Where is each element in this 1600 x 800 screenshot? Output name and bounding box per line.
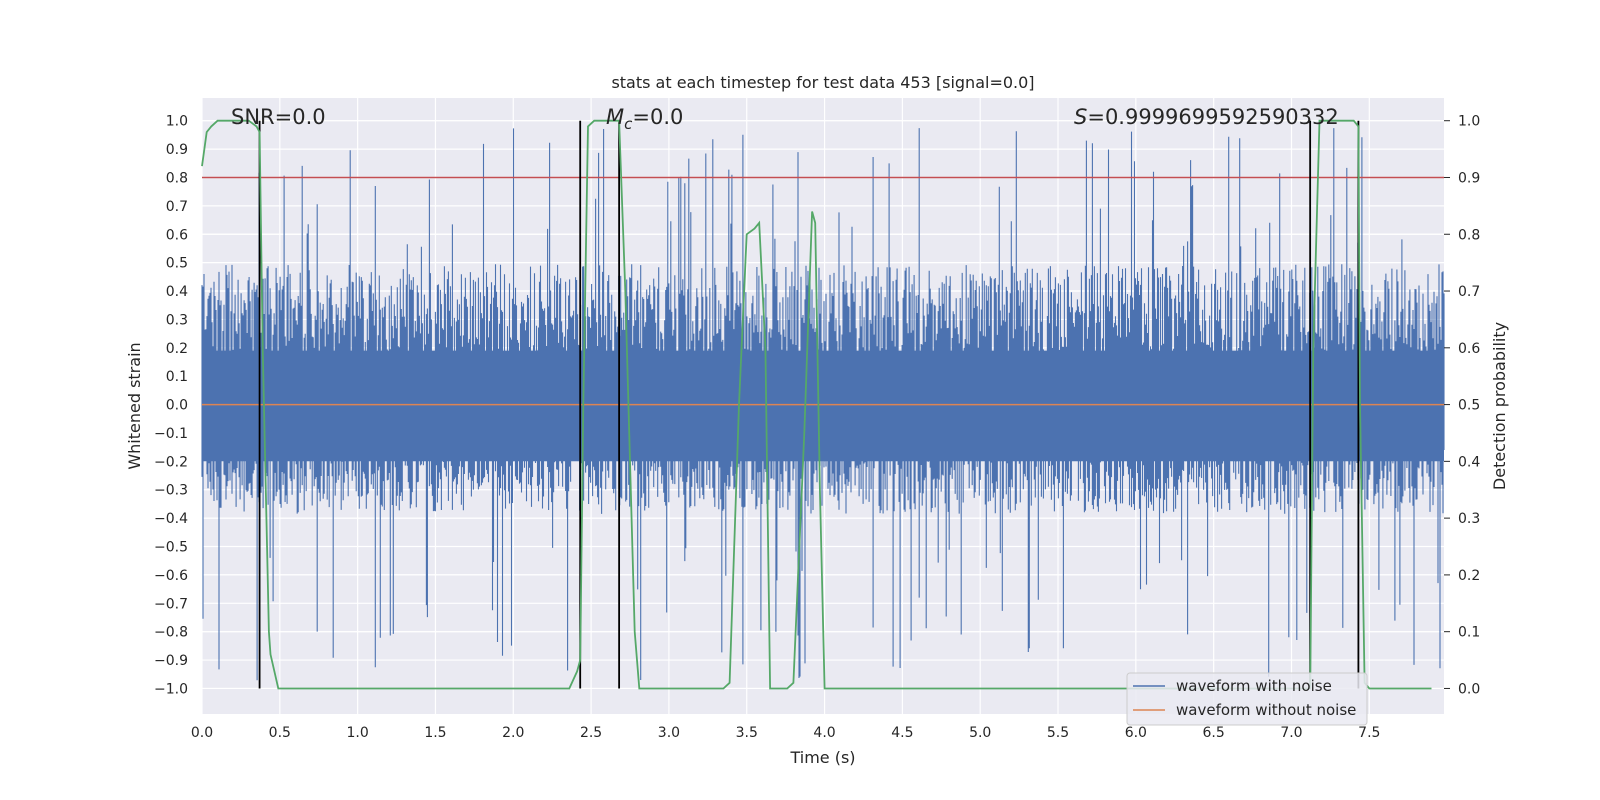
y-tick-label: 0.7 xyxy=(166,199,188,215)
y2-tick-label: 0.6 xyxy=(1458,341,1480,357)
y2-tick-label: 0.5 xyxy=(1458,398,1480,414)
x-tick-label: 7.5 xyxy=(1358,725,1380,741)
x-tick-label: 2.0 xyxy=(502,725,524,741)
y2-tick-label: 0.9 xyxy=(1458,170,1480,186)
series-waveform-with-noise xyxy=(201,128,1445,681)
annotation-mc-subscript: c xyxy=(624,115,633,133)
x-tick-label: 6.5 xyxy=(1203,725,1225,741)
y2-tick-label: 0.4 xyxy=(1458,454,1480,470)
y2-axis-label: Detection probability xyxy=(1490,322,1509,490)
y-tick-label: −0.7 xyxy=(154,596,188,612)
y-tick-label: 0.4 xyxy=(166,284,188,300)
x-tick-label: 2.5 xyxy=(580,725,602,741)
noise-core-band xyxy=(202,350,1444,462)
y-tick-label: 0.0 xyxy=(166,398,188,414)
annotation-mc-symbol: M xyxy=(606,105,624,129)
y-tick-label: −0.6 xyxy=(154,568,188,584)
y-tick-label: −0.2 xyxy=(154,454,188,470)
y-tick-label: −1.0 xyxy=(154,681,188,697)
y2-tick-label: 0.7 xyxy=(1458,284,1480,300)
x-tick-label: 3.0 xyxy=(658,725,680,741)
chart-title: stats at each timestep for test data 453… xyxy=(611,73,1034,92)
legend: waveform with noise waveform without noi… xyxy=(1126,672,1368,726)
annotation-chirp-mass: Mc=0.0 xyxy=(606,105,683,133)
y-tick-label: −0.5 xyxy=(154,540,188,556)
y-axis-ticks: −1.0 −0.9 −0.8 −0.7 −0.6 −0.5 −0.4 −0.3 −0.2 −0.1… xyxy=(154,114,188,698)
x-tick-label: 6.0 xyxy=(1125,725,1147,741)
y-axis-label: Whitened strain xyxy=(125,342,144,469)
y2-tick-label: 1.0 xyxy=(1458,114,1480,130)
y-tick-label: 0.1 xyxy=(166,369,188,385)
y-tick-label: 0.6 xyxy=(166,227,188,243)
legend-box xyxy=(1126,672,1368,726)
y-tick-label: 1.0 xyxy=(166,114,188,130)
x-tick-label: 5.5 xyxy=(1047,725,1069,741)
y-tick-label: −0.1 xyxy=(154,426,188,442)
legend-label-clean: waveform without noise xyxy=(1176,701,1356,719)
x-tick-label: 3.5 xyxy=(736,725,758,741)
y2-axis-ticks: 0.0 0.1 0.2 0.3 0.4 0.5 0.6 0.7 0.8 0.9 1.0 xyxy=(1444,114,1480,697)
y-tick-label: −0.8 xyxy=(154,625,188,641)
y-tick-label: 0.5 xyxy=(166,256,188,272)
x-tick-label: 5.0 xyxy=(969,725,991,741)
y-tick-label: 0.3 xyxy=(166,312,188,328)
x-tick-label: 1.0 xyxy=(347,725,369,741)
annotation-score: S=0.9999699592590332 xyxy=(1074,105,1339,129)
y2-tick-label: 0.0 xyxy=(1458,681,1480,697)
x-tick-label: 7.0 xyxy=(1280,725,1302,741)
x-axis-label: Time (s) xyxy=(789,748,855,767)
x-tick-label: 4.5 xyxy=(891,725,913,741)
y-tick-label: −0.4 xyxy=(154,511,188,527)
y-tick-label: −0.9 xyxy=(154,653,188,669)
annotation-s-value: =0.9999699592590332 xyxy=(1087,105,1338,129)
annotation-s-symbol: S xyxy=(1074,105,1087,129)
x-tick-label: 0.5 xyxy=(269,725,291,741)
legend-label-noise: waveform with noise xyxy=(1176,677,1332,695)
annotation-mc-value: =0.0 xyxy=(632,105,683,129)
y-tick-label: 0.2 xyxy=(166,341,188,357)
y-tick-label: 0.8 xyxy=(166,170,188,186)
y2-tick-label: 0.2 xyxy=(1458,568,1480,584)
x-axis-ticks: 0.0 0.5 1.0 1.5 2.0 2.5 3.0 3.5 4.0 4.5 5.0 5.5 6.0 6… xyxy=(191,725,1381,741)
y2-tick-label: 0.3 xyxy=(1458,511,1480,527)
y-tick-label: 0.9 xyxy=(166,142,188,158)
x-tick-label: 1.5 xyxy=(424,725,446,741)
x-tick-label: 4.0 xyxy=(813,725,835,741)
annotation-snr: SNR=0.0 xyxy=(231,105,326,129)
y-tick-label: −0.3 xyxy=(154,483,188,499)
y2-tick-label: 0.1 xyxy=(1458,625,1480,641)
x-tick-label: 0.0 xyxy=(191,725,213,741)
y2-tick-label: 0.8 xyxy=(1458,227,1480,243)
